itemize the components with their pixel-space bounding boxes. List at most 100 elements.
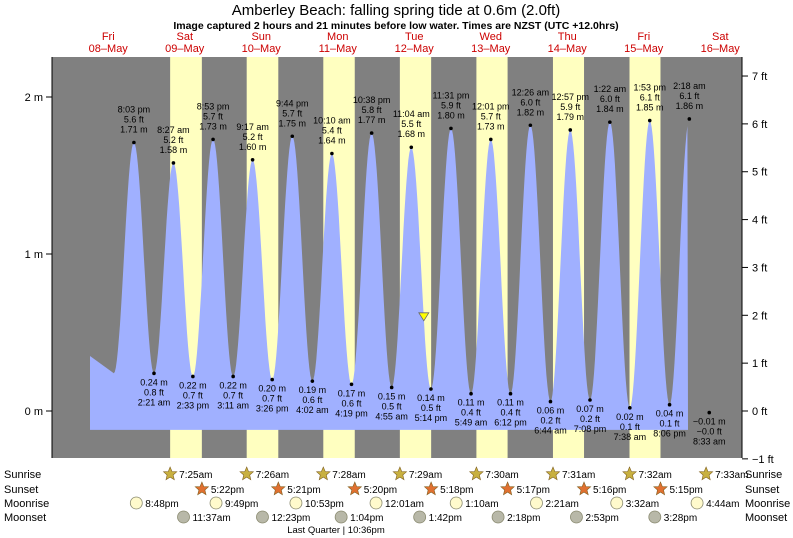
sun-icon [347,481,363,496]
extreme-label: 1.77 m [358,115,386,125]
extreme-label: 12:01 pm [472,101,510,111]
extreme-label: 1.71 m [120,125,148,135]
extreme-label: 0.02 m [616,412,644,422]
sunrise-time: 7:29am [409,470,442,481]
current-level-triangle [418,312,430,322]
extreme-label: 0.1 ft [660,419,681,429]
right-tick-label: 3 ft [752,262,767,274]
day-header-dow: Sun [251,31,271,43]
extreme-label: 7:38 am [614,432,647,442]
extreme-label: 0.7 ft [183,390,204,400]
row-label-right: Moonrise [745,498,790,510]
moonrise-time: 12:01am [385,499,424,510]
moonset-time: 1:04pm [350,513,383,524]
extreme-label: 11:31 pm [433,90,470,100]
extreme-label: 1.75 m [279,118,307,128]
extreme-label: 0.04 m [656,409,684,419]
extreme-point [270,377,274,382]
extreme-label: 11:04 am [393,109,430,119]
extreme-point [191,374,195,379]
sunrise-time: 7:26am [256,470,289,481]
extreme-point [608,120,612,124]
extreme-point [231,374,235,379]
sun-icon [468,466,484,481]
sunset-time: 5:17pm [517,485,550,496]
extreme-label: 9:44 pm [276,98,309,108]
extreme-label: 0.20 m [258,384,286,394]
sunset-time: 5:22pm [211,485,244,496]
row-label-left: Sunrise [4,469,41,481]
moonset-time: 11:37am [193,513,231,524]
extreme-label: 6:44 am [534,426,567,436]
extreme-label: 0.7 ft [223,390,244,400]
row-label-right: Sunset [745,484,779,496]
moon-icon [369,496,383,510]
day-header-date: 11–May [319,43,358,55]
moonrise-time: 8:48pm [145,499,178,510]
extreme-point [409,145,414,150]
extreme-label: 1.79 m [557,112,585,122]
extreme-label: 5.5 ft [401,119,422,129]
moon-icon [334,510,348,524]
extreme-label: 0.6 ft [302,395,323,405]
extreme-point [132,140,136,145]
extreme-label: 0.2 ft [540,416,561,426]
day-header-date: 13–May [471,43,511,55]
extreme-point [330,151,334,156]
sun-icon [194,481,210,496]
right-tick-label: 1 ft [752,358,767,370]
extreme-label: 0.22 m [179,380,207,390]
day-header-date: 08–May [89,43,129,55]
moon-icon [256,510,269,524]
right-tick-label: 5 ft [752,167,767,179]
sun-icon [576,481,592,496]
extreme-label: 5:49 am [455,418,488,428]
right-tick-label: 4 ft [752,215,767,227]
extreme-point [369,131,374,135]
day-header-dow: Sat [712,31,729,43]
extreme-label: 3:26 pm [256,404,289,414]
tide-extreme-labels: 8:03 pm5.6 ft1.71 m 0.24 m0.8 ft2:21 am 8:… [118,81,726,447]
extreme-label: 0.15 m [378,391,406,401]
tide-curve [90,120,688,430]
day-headers: Fri08–MaySat09–MaySun10–MayMon11–MayTue1… [89,31,741,55]
water-area [90,120,688,430]
extreme-label: 12:57 pm [552,92,590,102]
sunset-time: 5:21pm [287,485,320,496]
current-level-marker [418,312,430,322]
extreme-point [508,391,513,396]
day-header-date: 12–May [395,43,435,55]
moon-icon [491,510,505,524]
day-header-date: 09–May [165,43,205,55]
extreme-label: 5.4 ft [322,126,343,136]
extreme-point [489,137,493,142]
left-tick-label: 0 m [25,406,43,418]
extreme-label: 2:18 am [673,81,706,91]
moon-icon [413,510,427,524]
sun-icon [545,466,561,481]
extreme-label: 5.8 ft [362,105,383,115]
extreme-label: 1.60 m [239,142,267,152]
right-tick-label: −1 ft [752,454,774,466]
sunset-time: 5:18pm [440,485,473,496]
row-label-left: Moonrise [4,498,49,510]
sunrise-time: 7:30am [485,470,518,481]
day-header-dow: Mon [327,31,348,43]
row-label-right: Sunrise [745,469,782,481]
extreme-label: 5.7 ft [481,111,502,121]
extreme-point [171,161,176,165]
extreme-label: 0.22 m [219,380,247,390]
moon-phase-label: Last Quarter | 10:36pm [287,525,385,536]
extreme-label: 5.6 ft [124,115,145,125]
moonset-time: 2:53pm [585,513,618,524]
extreme-label: 0.8 ft [144,387,165,397]
extreme-label: 5.7 ft [282,108,303,118]
extreme-label: 5:14 pm [415,413,448,423]
extreme-label: 0.7 ft [262,394,283,404]
extreme-label: 4:02 am [296,405,329,415]
moon-icon [690,496,704,510]
extreme-point [528,123,533,128]
extreme-label: 8:53 pm [197,101,230,111]
left-tick-label: 2 m [25,92,43,104]
